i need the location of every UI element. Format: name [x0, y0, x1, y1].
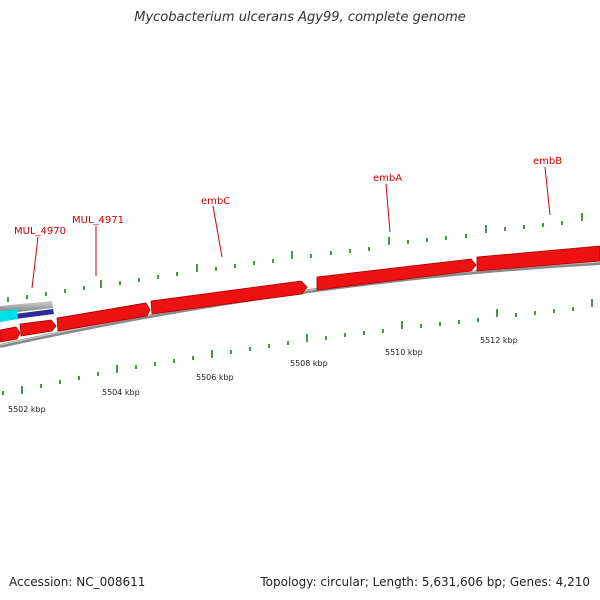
gene-arrow [476, 245, 600, 272]
genome-backbone [0, 261, 600, 348]
gene-label-mul-4971: MUL_4971 [72, 215, 124, 226]
accession-label: Accession: NC_008611 [9, 575, 146, 589]
scale-label: 5510 kbp [385, 348, 423, 357]
gene-leader-lines [31, 166, 551, 289]
scale-label: 5502 kbp [8, 405, 46, 414]
gene-arrow [316, 258, 477, 291]
scale-label: 5512 kbp [480, 336, 518, 345]
gene-label-mul-4970: MUL_4970 [14, 226, 66, 237]
page-title: Mycobacterium ulcerans Agy99, complete g… [134, 10, 466, 25]
gene-label-embc: embC [201, 196, 230, 207]
gene-arrow [0, 326, 21, 343]
scale-label: 5504 kbp [102, 388, 140, 397]
gene-label-emba: embA [373, 173, 402, 184]
topology-label: Topology: circular; Length: 5,631,606 bp… [260, 575, 590, 589]
gene-label-embb: embB [533, 156, 562, 167]
scale-label: 5508 kbp [290, 359, 328, 368]
gene-arrow [56, 302, 151, 332]
gene-arrows [0, 245, 600, 343]
gene-arrow [19, 319, 57, 337]
scale-label: 5506 kbp [196, 373, 234, 382]
lower-tick-row [2, 299, 593, 395]
gene-arrow [150, 280, 308, 315]
upper-tick-row [7, 213, 583, 302]
feature-cyan-gene [0, 309, 18, 322]
